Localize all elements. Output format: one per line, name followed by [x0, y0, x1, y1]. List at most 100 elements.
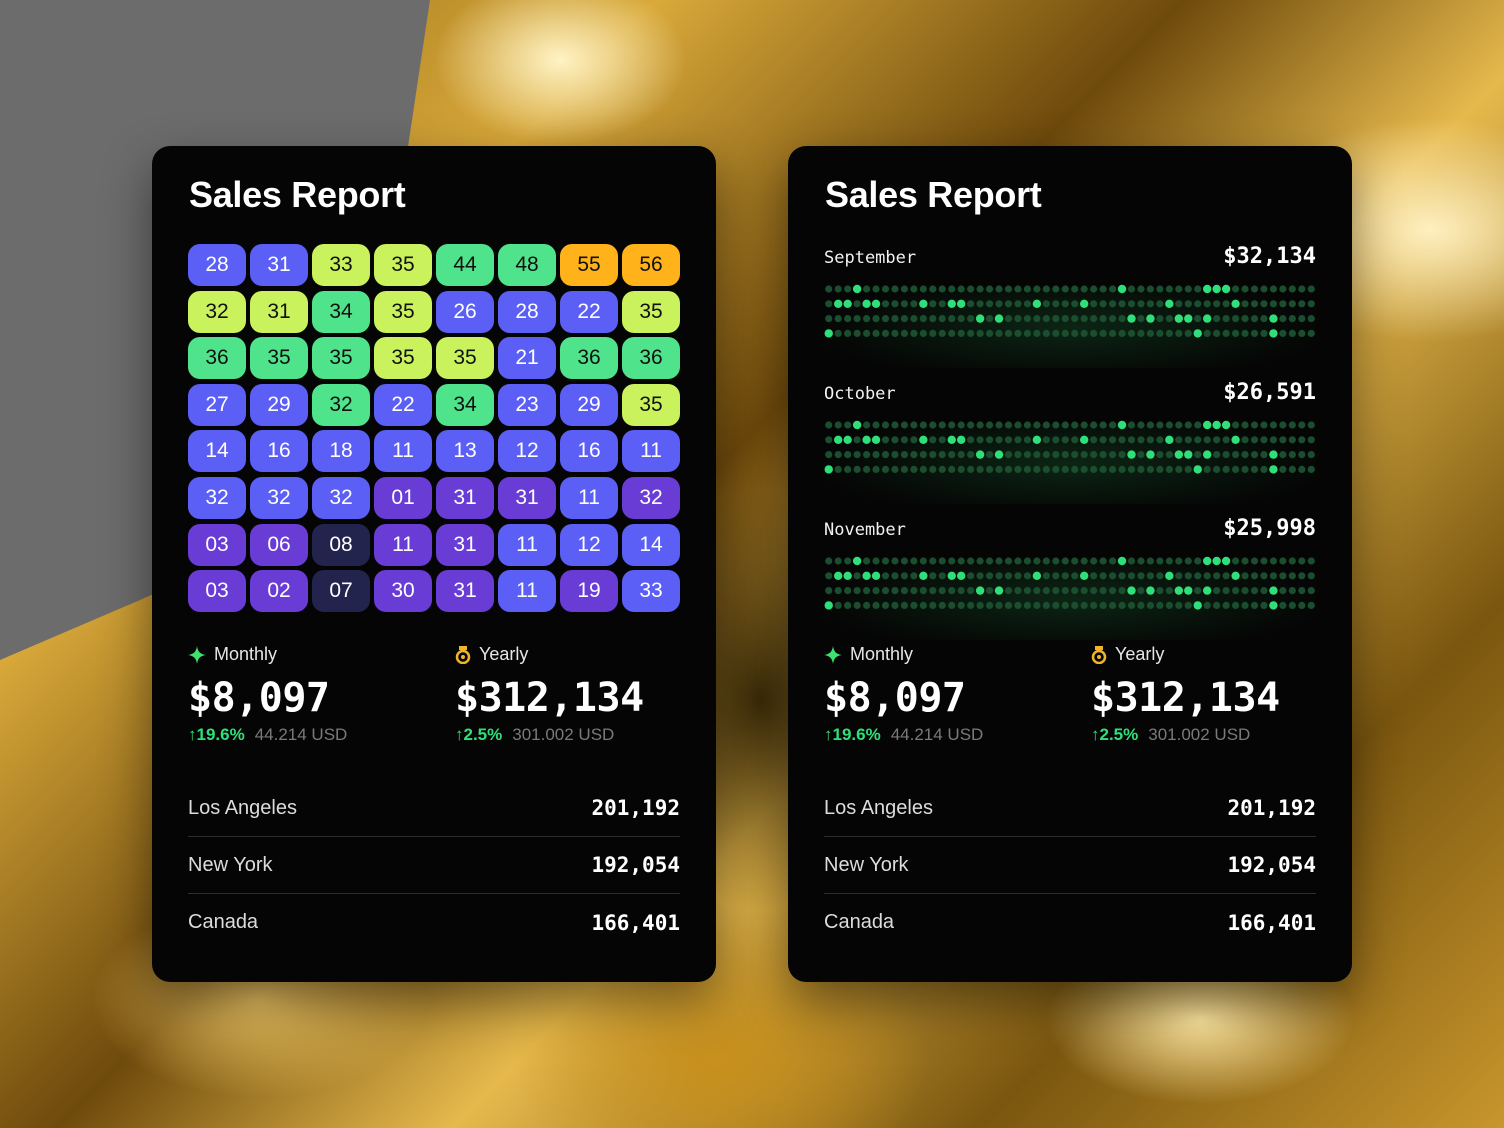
heatmap-cell[interactable]: 35 — [622, 290, 680, 333]
dot-inactive — [910, 601, 918, 609]
heatmap-cell[interactable]: 31 — [436, 523, 494, 566]
heatmap-cell[interactable]: 32 — [622, 476, 680, 519]
city-row[interactable]: New York 192,054 — [824, 837, 1316, 894]
heatmap-cell[interactable]: 27 — [188, 383, 246, 426]
heatmap-cell[interactable]: 23 — [498, 383, 556, 426]
heatmap-cell[interactable]: 31 — [436, 476, 494, 519]
dot-inactive — [853, 601, 861, 609]
heatmap-cell[interactable]: 35 — [312, 337, 370, 380]
heatmap-cell[interactable]: 08 — [312, 523, 370, 566]
heatmap-cell[interactable]: 35 — [436, 337, 494, 380]
heatmap-cell[interactable]: 36 — [622, 337, 680, 380]
heatmap-cell[interactable]: 55 — [560, 244, 618, 286]
heatmap-cell[interactable]: 14 — [622, 523, 680, 566]
heatmap-cell[interactable]: 35 — [374, 290, 432, 333]
heatmap-cell[interactable]: 35 — [250, 337, 308, 380]
heatmap-cell[interactable]: 36 — [188, 337, 246, 380]
dot-inactive — [1146, 436, 1155, 444]
dot-inactive — [1279, 285, 1287, 293]
dot-inactive — [1241, 315, 1249, 323]
dot-active — [1202, 450, 1212, 459]
heatmap-cell[interactable]: 26 — [436, 290, 494, 333]
dot-inactive — [1269, 285, 1278, 293]
heatmap-cell[interactable]: 29 — [560, 383, 618, 426]
heatmap-cell[interactable]: 13 — [436, 430, 494, 473]
heatmap-cell[interactable]: 22 — [560, 290, 618, 333]
heatmap-cell[interactable]: 32 — [188, 290, 246, 333]
dot-inactive — [967, 300, 975, 308]
dot-inactive — [1184, 300, 1192, 308]
heatmap-cell[interactable]: 32 — [188, 476, 246, 519]
heatmap-cell[interactable]: 31 — [250, 290, 308, 333]
heatmap-cell[interactable]: 16 — [250, 430, 308, 473]
heatmap-cell[interactable]: 31 — [436, 570, 494, 613]
heatmap-cell[interactable]: 34 — [312, 290, 370, 333]
heatmap-cell[interactable]: 28 — [498, 290, 556, 333]
heatmap-cell[interactable]: 34 — [436, 383, 494, 426]
dot-inactive — [1203, 300, 1211, 308]
heatmap-cell[interactable]: 28 — [188, 244, 246, 286]
heatmap-cell[interactable]: 33 — [312, 244, 370, 286]
dot-inactive — [1004, 285, 1013, 293]
city-row[interactable]: Los Angeles 201,192 — [188, 780, 680, 837]
heatmap-cell[interactable]: 11 — [374, 430, 432, 473]
heatmap-cell[interactable]: 36 — [560, 337, 618, 380]
heatmap-cell[interactable]: 32 — [312, 383, 370, 426]
heatmap-cell[interactable]: 16 — [560, 430, 618, 473]
heatmap-cell[interactable]: 06 — [250, 523, 308, 566]
heatmap-cell[interactable]: 07 — [312, 570, 370, 613]
city-row[interactable]: Canada 166,401 — [188, 894, 680, 951]
heatmap-cell[interactable]: 32 — [250, 476, 308, 519]
heatmap-cell[interactable]: 30 — [374, 570, 432, 613]
heatmap-cell[interactable]: 29 — [250, 383, 308, 426]
dot-active — [1146, 314, 1155, 323]
dot-inactive — [1250, 300, 1259, 308]
heatmap-cell[interactable]: 31 — [250, 244, 308, 286]
dot-inactive — [853, 315, 861, 323]
heatmap-cell[interactable]: 33 — [622, 570, 680, 613]
heatmap-cell[interactable]: 35 — [374, 244, 432, 286]
city-value: 166,401 — [1227, 910, 1316, 935]
dot-inactive — [1108, 572, 1117, 580]
heatmap-cell[interactable]: 22 — [374, 383, 432, 426]
dot-inactive — [1279, 315, 1287, 323]
heatmap-cell[interactable]: 48 — [498, 244, 556, 286]
city-row[interactable]: Los Angeles 201,192 — [824, 780, 1316, 837]
heatmap-cell[interactable]: 03 — [188, 570, 246, 613]
dot-inactive — [1165, 465, 1173, 473]
dot-inactive — [1061, 315, 1069, 323]
dot-inactive — [1137, 451, 1145, 459]
heatmap-cell[interactable]: 18 — [312, 430, 370, 473]
dot-active — [852, 284, 862, 294]
heatmap-cell[interactable]: 44 — [436, 244, 494, 286]
heatmap-cell[interactable]: 12 — [498, 430, 556, 473]
heatmap-cell[interactable]: 35 — [374, 337, 432, 380]
heatmap-cell[interactable]: 14 — [188, 430, 246, 473]
heatmap-cell[interactable]: 35 — [622, 383, 680, 426]
heatmap-cell[interactable]: 19 — [560, 570, 618, 613]
heatmap-cell[interactable]: 11 — [560, 476, 618, 519]
heatmap-cell[interactable]: 21 — [498, 337, 556, 380]
dot-active — [994, 450, 1004, 459]
card-title: Sales Report — [825, 174, 1042, 215]
heatmap-cell[interactable]: 03 — [188, 523, 246, 566]
city-row[interactable]: New York 192,054 — [188, 837, 680, 894]
dot-inactive — [891, 300, 899, 308]
dot-active — [824, 329, 833, 338]
dot-inactive — [919, 421, 927, 429]
heatmap-cell[interactable]: 11 — [374, 523, 432, 566]
heatmap-cell[interactable]: 01 — [374, 476, 432, 519]
dot-inactive — [1194, 572, 1202, 580]
heatmap-cell[interactable]: 31 — [498, 476, 556, 519]
heatmap-cell[interactable]: 11 — [498, 570, 556, 613]
heatmap-cell[interactable]: 02 — [250, 570, 308, 613]
heatmap-cell[interactable]: 56 — [622, 244, 680, 286]
heatmap-cell[interactable]: 12 — [560, 523, 618, 566]
heatmap-cell[interactable]: 11 — [622, 430, 680, 473]
yearly-stat: Yearly $312,134 ↑2.5% 301.002 USD — [1091, 644, 1280, 745]
dot-inactive — [1288, 451, 1296, 459]
city-row[interactable]: Canada 166,401 — [824, 894, 1316, 951]
dot-active — [1202, 556, 1212, 566]
heatmap-cell[interactable]: 11 — [498, 523, 556, 566]
heatmap-cell[interactable]: 32 — [312, 476, 370, 519]
